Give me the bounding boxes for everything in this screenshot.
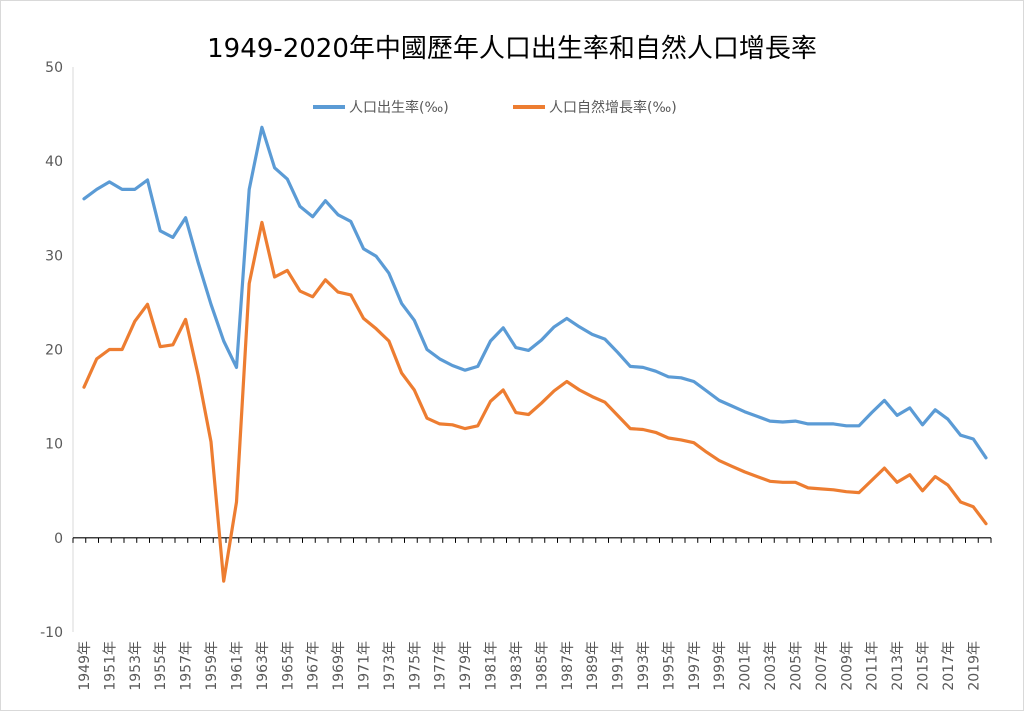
x-tick-label: 1963年 bbox=[255, 641, 271, 691]
x-tick-label: 1955年 bbox=[153, 641, 169, 691]
x-tick-label: 1995年 bbox=[661, 641, 677, 691]
x-tick-label: 1985年 bbox=[534, 641, 550, 691]
x-tick-label: 1989年 bbox=[585, 641, 601, 691]
x-tick-label: 1951年 bbox=[102, 641, 118, 691]
x-tick-label: 2003年 bbox=[763, 641, 779, 691]
x-tick-label: 1987年 bbox=[560, 641, 576, 691]
x-tick-label: 1993年 bbox=[636, 641, 652, 691]
x-tick-label: 1967年 bbox=[306, 641, 322, 691]
y-tick-label: 20 bbox=[45, 343, 63, 359]
x-tick-label: 1997年 bbox=[687, 641, 703, 691]
x-tick-label: 2013年 bbox=[890, 641, 906, 691]
y-tick-label: 40 bbox=[45, 154, 63, 170]
x-tick-label: 1961年 bbox=[229, 641, 245, 691]
y-tick-label: 10 bbox=[45, 437, 63, 453]
x-tick-label: 1971年 bbox=[356, 641, 372, 691]
x-tick-label: 1977年 bbox=[433, 641, 449, 691]
x-tick-label: 1973年 bbox=[382, 641, 398, 691]
x-tick-label: 1999年 bbox=[712, 641, 728, 691]
x-axis: 1949年 1951年 1953年 1955年 1957年 1959年 1961年 1963年… bbox=[72, 537, 992, 691]
x-tick-label: 2005年 bbox=[788, 641, 804, 691]
chart-title: 1949-2020年中國歷年人口出生率和自然人口增長率 bbox=[207, 34, 817, 64]
x-tick-label: 1979年 bbox=[458, 641, 474, 691]
x-tick-label: 2017年 bbox=[941, 641, 957, 691]
x-tick-label: 1981年 bbox=[484, 641, 500, 691]
x-tick-label: 1957年 bbox=[179, 641, 195, 691]
x-tick-label: 1983年 bbox=[509, 641, 525, 691]
series-line-natural-growth-rate bbox=[82, 220, 988, 583]
x-tick-label: 2001年 bbox=[738, 641, 754, 691]
x-tick-label: 2009年 bbox=[839, 641, 855, 691]
legend-label: 人口自然增長率(‰) bbox=[549, 99, 677, 116]
y-tick-label: 50 bbox=[45, 60, 63, 76]
x-tick-label: 2019年 bbox=[966, 641, 982, 691]
x-tick-label: 1991年 bbox=[611, 641, 627, 691]
x-tick-label: 1949年 bbox=[77, 641, 93, 691]
y-tick-label: 30 bbox=[45, 248, 63, 264]
x-tick-label: 1953年 bbox=[128, 641, 144, 691]
x-tick-label: 1965年 bbox=[280, 641, 296, 691]
series-line-birth-rate bbox=[82, 125, 988, 460]
legend: 人口出生率(‰) 人口自然增長率(‰) bbox=[313, 99, 677, 116]
x-tick-label: 2011年 bbox=[865, 641, 881, 691]
x-tick-label: 1969年 bbox=[331, 641, 347, 691]
legend-label: 人口出生率(‰) bbox=[349, 99, 449, 116]
y-tick-label: 0 bbox=[54, 531, 63, 547]
y-axis: -10 0 10 20 30 40 50 bbox=[40, 60, 74, 641]
x-tick-label: 2015年 bbox=[915, 641, 931, 691]
x-tick-label: 1975年 bbox=[407, 641, 423, 691]
series-layer bbox=[82, 125, 988, 583]
x-tick-label: 1959年 bbox=[204, 641, 220, 691]
y-tick-label: -10 bbox=[40, 625, 63, 641]
x-tick-label: 2007年 bbox=[814, 641, 830, 691]
